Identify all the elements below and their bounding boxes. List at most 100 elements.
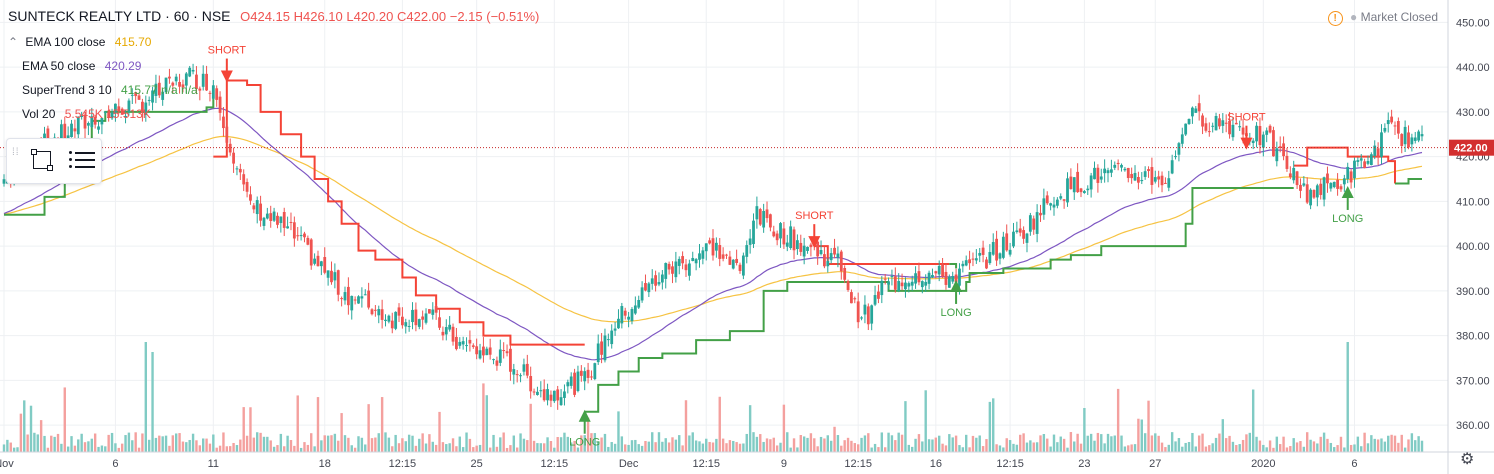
volume-bar [586,417,590,452]
candle-body [964,260,968,266]
legend-ema100[interactable]: ⌃ EMA 100 close 415.70 [8,30,198,54]
text-lines-tool-icon[interactable] [69,149,95,171]
candle-body [282,212,286,228]
candle-body [1272,130,1275,157]
candle-body [1356,160,1360,162]
volume-bar [1133,444,1137,452]
legend-ema50[interactable]: EMA 50 close 420.29 [8,54,198,78]
candle-body [1396,121,1400,134]
volume-bar [50,435,53,452]
volume-bar [843,440,846,452]
candle-body [1336,179,1339,189]
candle-body [880,280,884,296]
candle-body [941,264,944,277]
volume-bar [745,433,748,452]
candle-body [1407,132,1410,148]
volume-bar [694,440,698,452]
volume-bar [674,439,678,452]
candle-body [914,273,917,284]
volume-bar [1052,434,1056,452]
volume-bar [1339,436,1343,452]
candle-body [451,326,455,342]
drag-handle-icon[interactable]: ⁞⁞ [12,147,20,158]
volume-bar [708,441,711,452]
volume-bar [894,440,897,452]
candle-body [728,256,732,265]
volume-bar [1346,342,1349,452]
candle-body [255,200,259,215]
candle-body [887,281,890,285]
candle-body [137,95,141,100]
candle-body [181,84,185,88]
last-price-badge [1449,139,1494,156]
volume-bar [833,426,836,452]
time-axis[interactable]: Nov 6 11 18 12:15 25 12:15 Dec 12:15 9 12:15 16 12:1… [0,451,1494,470]
volume-bar [654,442,657,452]
candle-body [593,363,597,380]
ema50-line [3,107,1423,361]
short-arrow-icon [1240,137,1253,150]
rectangle-tool-icon[interactable] [31,149,53,171]
volume-bar [624,444,627,452]
volume-bar [1191,432,1194,452]
volume-bar [1410,433,1414,452]
candle-body [299,235,303,237]
candle-body [471,345,475,347]
collapse-chevron-icon[interactable]: ⌃ [8,35,19,49]
settings-gear-icon[interactable]: ⚙ [1460,451,1475,468]
volume-bar [23,400,26,452]
candle-body [819,250,823,255]
volume-bar [721,438,725,452]
volume-bar [1066,447,1069,452]
volume-bar [732,440,735,452]
volume-bar [1035,442,1039,452]
volume-bar [1103,443,1106,452]
volume-bar [1137,418,1140,452]
volume-bar [407,434,411,452]
candle-body [826,261,830,267]
volume-bar [384,432,387,452]
candle-body [563,391,566,398]
candle-body [114,103,117,114]
volume-bar [1309,439,1312,452]
time-tick-label: 18 [319,458,331,470]
candle-body [596,343,600,363]
candle-body [573,372,576,395]
candle-body [201,73,205,87]
candle-body [866,306,870,325]
volume-bar [1201,433,1204,452]
legend-volume[interactable]: Vol 20 5.545K 15.513K [8,102,198,126]
candle-body [323,257,327,273]
time-tick-label: 6 [112,458,118,470]
supertrend-up-line [949,263,958,269]
candle-body [394,311,398,329]
volume-bar [985,439,988,452]
candle-body [637,300,641,308]
time-tick-label: 16 [930,458,942,470]
candle-body [353,299,357,301]
volume-bar [617,411,620,452]
candle-body [90,116,94,128]
candle-body [650,278,654,284]
volume-bar [455,446,458,452]
volume-bar [310,433,313,452]
volume-bar [1062,438,1066,452]
volume-bar [651,432,654,452]
volume-bar [691,432,694,452]
volume-bar [9,442,12,452]
candle-body [2,179,6,184]
candle-body [475,346,479,355]
candle-body [995,238,998,261]
volume-bar [360,437,364,452]
volume-bar [769,439,772,452]
volume-bar [1083,408,1086,452]
legend-supertrend[interactable]: SuperTrend 3 10 415.77 n/a n/a [8,78,198,102]
candle-body [556,389,560,401]
symbol-title[interactable]: SUNTECK REALTY LTD · 60 · NSE [8,8,231,24]
candle-body [141,101,144,112]
volume-bar [1164,447,1167,452]
ema100-line [3,135,1423,323]
volume-bar [239,439,242,452]
